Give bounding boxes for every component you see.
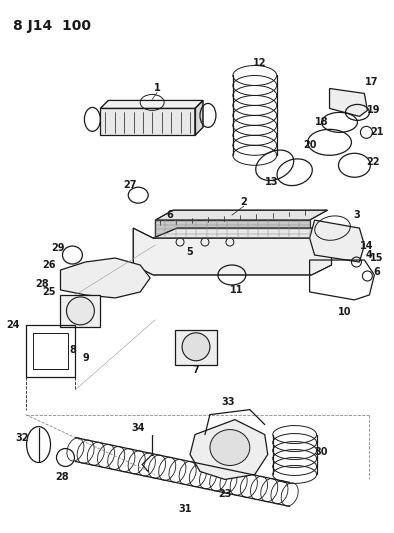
Ellipse shape (210, 430, 250, 465)
Text: 5: 5 (187, 247, 193, 257)
Polygon shape (155, 210, 327, 220)
Text: 28: 28 (56, 472, 69, 482)
Polygon shape (190, 419, 268, 480)
Text: 19: 19 (367, 106, 380, 116)
Text: 15: 15 (370, 253, 383, 263)
Polygon shape (155, 220, 310, 238)
Text: 7: 7 (193, 365, 199, 375)
Text: 8: 8 (69, 345, 76, 355)
Bar (26, 325, 75, 377)
Bar (61, 295, 100, 327)
Text: 1: 1 (154, 84, 160, 93)
Text: 9: 9 (82, 353, 89, 363)
Text: 6: 6 (167, 210, 173, 220)
Text: 28: 28 (36, 279, 49, 289)
Text: 3: 3 (353, 210, 360, 220)
Text: 2: 2 (240, 197, 247, 207)
Text: 25: 25 (42, 287, 55, 297)
Polygon shape (133, 228, 331, 275)
Text: 23: 23 (218, 489, 232, 499)
Text: 21: 21 (371, 127, 384, 138)
Text: 29: 29 (52, 243, 65, 253)
Text: 32: 32 (16, 433, 30, 442)
Text: 17: 17 (364, 77, 378, 87)
Polygon shape (153, 228, 331, 238)
Text: 11: 11 (230, 285, 243, 295)
Polygon shape (310, 220, 364, 262)
Text: 13: 13 (265, 177, 279, 187)
Polygon shape (329, 88, 367, 116)
Text: 10: 10 (338, 307, 351, 317)
Text: 8 J14  100: 8 J14 100 (13, 19, 91, 33)
Text: 26: 26 (42, 260, 55, 270)
Text: 24: 24 (6, 320, 19, 330)
Text: 6: 6 (373, 267, 380, 277)
Text: 14: 14 (360, 241, 373, 251)
Bar (33, 333, 69, 369)
Ellipse shape (67, 297, 95, 325)
Text: 33: 33 (221, 397, 235, 407)
Text: 27: 27 (123, 180, 137, 190)
Text: 20: 20 (303, 140, 316, 150)
Text: 22: 22 (367, 157, 380, 167)
Text: 18: 18 (315, 117, 328, 127)
Bar (175, 330, 217, 365)
Text: 31: 31 (178, 504, 192, 514)
Polygon shape (100, 100, 203, 108)
Text: 34: 34 (132, 423, 145, 433)
Text: 12: 12 (253, 58, 266, 68)
Text: 30: 30 (315, 447, 328, 457)
Polygon shape (61, 258, 150, 298)
Text: 4: 4 (366, 250, 373, 260)
Polygon shape (100, 108, 195, 135)
Ellipse shape (182, 333, 210, 361)
Polygon shape (195, 100, 203, 135)
